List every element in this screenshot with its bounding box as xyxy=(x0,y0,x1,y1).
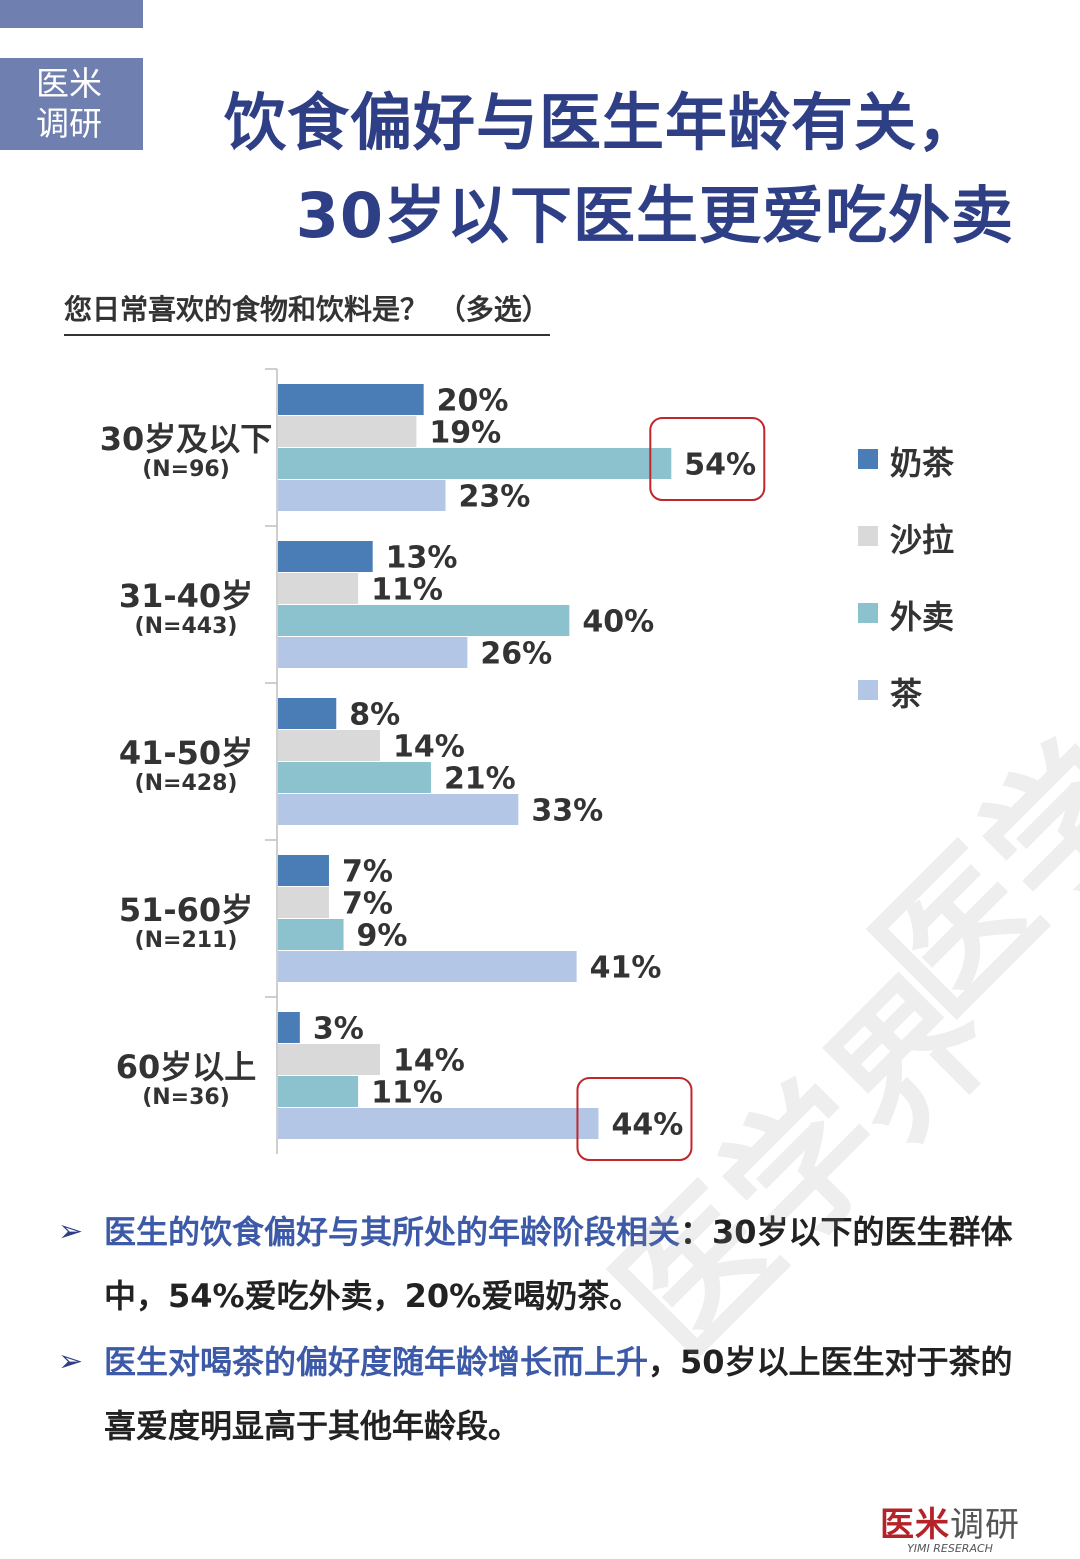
highlight-box xyxy=(576,1077,693,1161)
bullet-arrow-icon: ➢ xyxy=(58,1344,84,1379)
bar xyxy=(278,573,359,604)
data-label: 14% xyxy=(393,730,465,765)
data-label: 7% xyxy=(342,855,393,890)
bar xyxy=(278,1108,599,1139)
page-title-line2: 30岁以下医生更爱吃外卖 xyxy=(295,179,1014,252)
bar xyxy=(278,919,344,950)
bar xyxy=(278,384,424,415)
brand-red: 医米 xyxy=(880,1505,950,1545)
legend-label-milk-tea: 奶茶 xyxy=(890,444,955,482)
category-sample-size: (N=443) xyxy=(134,614,238,639)
conclusion-list: ➢ 医生的饮食偏好与其所处的年龄阶段相关：30岁以下的医生群体中，54%爱吃外卖… xyxy=(58,1200,1038,1460)
data-label: 26% xyxy=(480,637,552,672)
category-label: 41-50岁 (N=428) xyxy=(86,735,286,797)
badge-line2: 调研 xyxy=(36,104,102,143)
bar xyxy=(278,1044,380,1075)
corner-badge: 医米 调研 xyxy=(0,58,143,150)
category-name: 51-60岁 xyxy=(118,891,254,929)
bar xyxy=(278,448,672,479)
legend-swatch-tea xyxy=(858,680,878,700)
data-label: 44% xyxy=(611,1108,683,1143)
category-name: 60岁以上 xyxy=(115,1048,257,1086)
chart-question: 您日常喜欢的食物和饮料是？ （多选） xyxy=(64,288,550,336)
data-label: 33% xyxy=(531,794,603,829)
data-label: 23% xyxy=(459,480,531,515)
badge-line1: 医米 xyxy=(36,64,102,103)
data-label: 13% xyxy=(386,541,458,576)
conclusion-2-text: ，50岁以上医生对于茶的喜爱度明显高于其他年龄段。 xyxy=(104,1343,1013,1445)
brand-en: YIMI RESERACH xyxy=(907,1542,993,1555)
category-sample-size: (N=96) xyxy=(142,457,230,482)
bar-chart: 20%19%54%23%13%11%40%26%8%14%21%33%7%7%9… xyxy=(265,368,766,1161)
legend-label-salad: 沙拉 xyxy=(890,521,955,559)
corner-strip xyxy=(0,0,143,28)
bar xyxy=(278,698,337,729)
bar xyxy=(278,637,468,668)
category-name: 31-40岁 xyxy=(118,577,254,615)
page-title-line1: 饮食偏好与医生年龄有关， xyxy=(223,86,980,159)
conclusion-item-2: ➢ 医生对喝茶的偏好度随年龄增长而上升，50岁以上医生对于茶的喜爱度明显高于其他… xyxy=(58,1330,1038,1458)
category-name: 41-50岁 xyxy=(118,734,254,772)
bar xyxy=(278,762,431,793)
bar xyxy=(278,480,446,511)
data-label: 11% xyxy=(371,573,443,608)
brand-logo: 医米调研 YIMI RESERACH xyxy=(880,1497,1020,1555)
bar xyxy=(278,1076,359,1107)
legend-swatch-salad xyxy=(858,526,878,546)
conclusion-1-highlight: 医生的饮食偏好与其所处的年龄阶段相关 xyxy=(104,1213,681,1251)
bar xyxy=(278,794,519,825)
category-sample-size: (N=428) xyxy=(134,771,238,796)
category-sample-size: (N=36) xyxy=(142,1085,230,1110)
conclusion-1-text: ：30岁以下的医生群体中，54%爱吃外卖，20%爱喝奶茶。 xyxy=(104,1213,1013,1315)
legend-label-tea: 茶 xyxy=(890,675,923,713)
bar xyxy=(278,541,373,572)
category-label: 60岁以上 (N=36) xyxy=(86,1049,286,1111)
data-label: 20% xyxy=(437,384,509,419)
bar xyxy=(278,730,380,761)
data-label: 7% xyxy=(342,887,393,922)
data-label: 11% xyxy=(371,1076,443,1111)
highlight-box xyxy=(649,417,766,501)
category-label: 31-40岁 (N=443) xyxy=(86,578,286,640)
category-label: 30岁及以下 (N=96) xyxy=(86,421,286,483)
bullet-arrow-icon: ➢ xyxy=(58,1214,84,1249)
bar xyxy=(278,951,577,982)
conclusion-item-1: ➢ 医生的饮食偏好与其所处的年龄阶段相关：30岁以下的医生群体中，54%爱吃外卖… xyxy=(58,1200,1038,1328)
data-label: 19% xyxy=(429,416,501,451)
data-label: 54% xyxy=(684,448,756,483)
bar xyxy=(278,855,329,886)
category-sample-size: (N=211) xyxy=(134,928,238,953)
data-label: 9% xyxy=(357,919,408,954)
legend-swatch-milk-tea xyxy=(858,449,878,469)
legend-swatch-takeout xyxy=(858,603,878,623)
bar xyxy=(278,605,570,636)
data-label: 8% xyxy=(349,698,400,733)
category-name: 30岁及以下 xyxy=(99,420,273,458)
data-label: 3% xyxy=(313,1012,364,1047)
data-label: 41% xyxy=(590,951,662,986)
bar xyxy=(278,887,329,918)
category-label: 51-60岁 (N=211) xyxy=(86,892,286,954)
legend-label-takeout: 外卖 xyxy=(890,598,955,636)
conclusion-2-highlight: 医生对喝茶的偏好度随年龄增长而上升 xyxy=(104,1343,649,1381)
bar xyxy=(278,416,417,447)
data-label: 14% xyxy=(393,1044,465,1079)
data-label: 40% xyxy=(582,605,654,640)
brand-grey: 调研 xyxy=(950,1505,1020,1545)
bar xyxy=(278,1012,300,1043)
data-label: 21% xyxy=(444,762,516,797)
